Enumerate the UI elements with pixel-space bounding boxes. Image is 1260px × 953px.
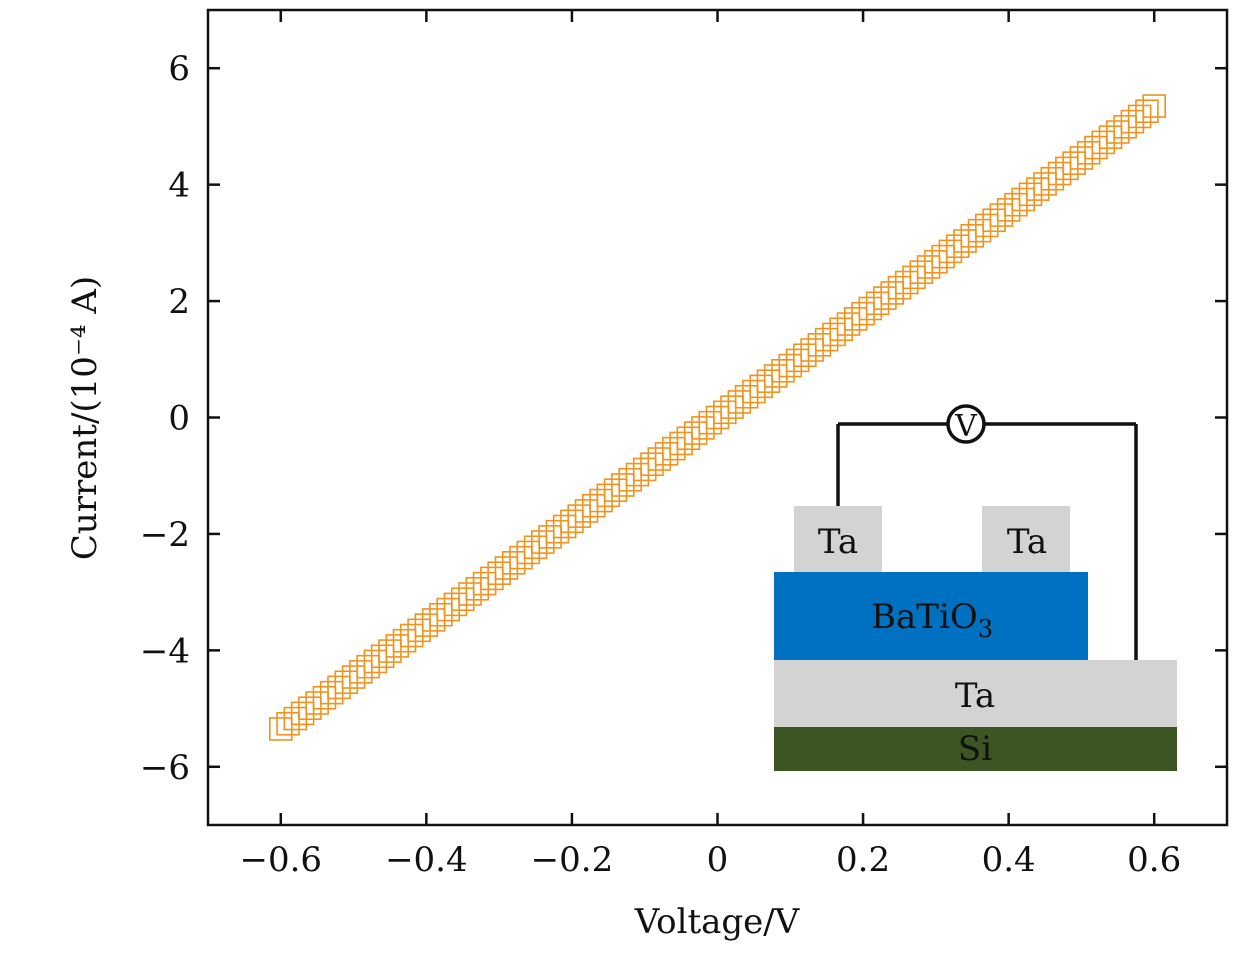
data-point [1135, 99, 1159, 124]
device-inset: V Ta Ta BaTiO3 Ta Si [774, 404, 1177, 771]
y-tick-label: −2 [140, 515, 190, 555]
x-tick-label: 0 [707, 840, 729, 880]
x-tick-label: 0.2 [836, 840, 890, 880]
voltmeter-label: V [954, 409, 978, 444]
y-tick-label: −4 [140, 631, 190, 671]
y-tick-label: 0 [168, 399, 190, 439]
dielectric-label: BaTiO3 [871, 597, 993, 643]
substrate-label: Si [958, 729, 992, 769]
bottom-electrode-label: Ta [955, 676, 995, 716]
substrate-layer [774, 727, 1177, 771]
bottom-electrode-layer [774, 660, 1177, 727]
x-tick-label: −0.4 [385, 840, 468, 880]
dielectric-layer [774, 572, 1088, 660]
x-axis: −0.6 −0.4 −0.2 0 0.2 0.4 0.6 [240, 10, 1181, 880]
x-axis-title: Voltage/V [634, 902, 801, 942]
x-tick-label: 0.6 [1127, 840, 1181, 880]
voltmeter-icon [946, 404, 986, 444]
data-series [268, 94, 1167, 741]
y-tick-label: 6 [168, 49, 190, 89]
top-right-electrode [982, 506, 1070, 572]
top-right-electrode-label: Ta [1007, 522, 1047, 562]
y-tick-label: 4 [168, 166, 190, 206]
data-point [1142, 94, 1167, 118]
x-tick-label: 0.4 [982, 840, 1036, 880]
top-left-electrode [794, 506, 882, 572]
y-axis-title: Current/(10⁻⁴ A) [65, 276, 105, 560]
y-tick-label: 2 [168, 282, 190, 322]
x-tick-label: −0.2 [531, 840, 614, 880]
y-axis: 6 4 2 0 −2 −4 −6 [140, 49, 1227, 788]
y-tick-label: −6 [140, 748, 190, 788]
x-tick-label: −0.6 [240, 840, 323, 880]
dielectric-subscript: 3 [978, 615, 993, 643]
top-left-electrode-label: Ta [818, 522, 858, 562]
